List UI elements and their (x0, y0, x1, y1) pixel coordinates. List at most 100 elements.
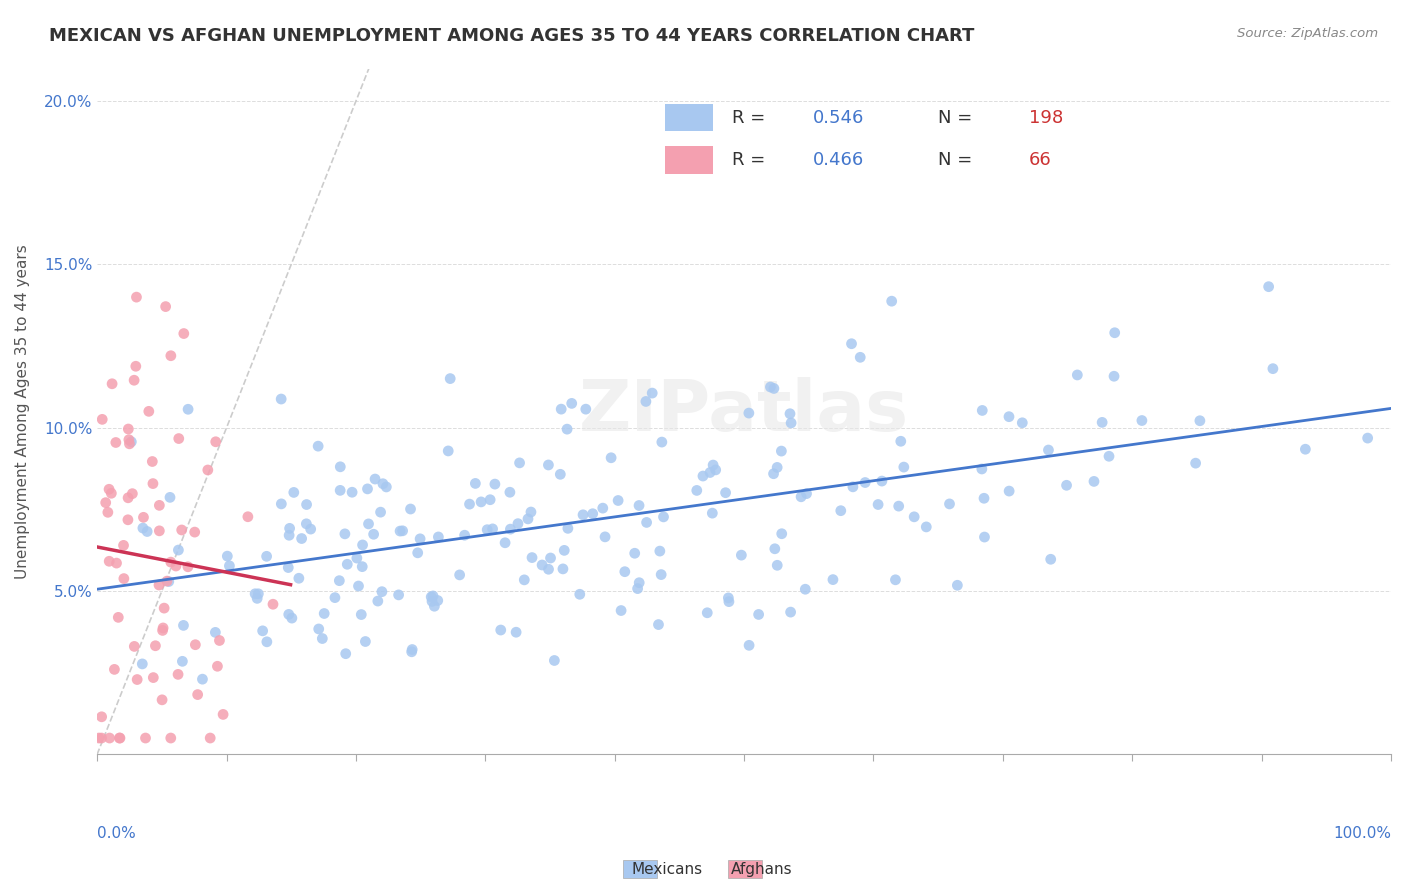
Mexicans (364, 472, 387, 486)
Mexicans (204, 625, 226, 640)
Mexicans (1039, 552, 1062, 566)
Mexicans (531, 558, 554, 572)
Mexicans (557, 521, 579, 535)
Mexicans (252, 624, 274, 638)
Afghans (142, 476, 165, 491)
Mexicans (893, 460, 915, 475)
Afghans (155, 300, 177, 314)
Afghans (117, 422, 139, 436)
Mexicans (762, 467, 785, 481)
Mexicans (136, 524, 159, 539)
Afghans (204, 434, 226, 449)
Mexicans (329, 483, 352, 498)
Mexicans (323, 591, 346, 605)
Mexicans (520, 550, 543, 565)
Mexicans (363, 527, 385, 541)
Mexicans (884, 573, 907, 587)
Mexicans (370, 505, 392, 519)
Mexicans (505, 625, 527, 640)
Mexicans (132, 521, 155, 535)
Mexicans (748, 607, 770, 622)
Mexicans (903, 509, 925, 524)
Afghans (145, 639, 167, 653)
Mexicans (409, 532, 432, 546)
Afghans (160, 349, 183, 363)
Mexicans (938, 497, 960, 511)
Afghans (94, 496, 117, 510)
Afghans (87, 731, 110, 745)
Mexicans (770, 444, 793, 458)
Mexicans (553, 543, 575, 558)
Mexicans (766, 558, 789, 573)
Mexicans (336, 558, 359, 572)
Mexicans (439, 371, 461, 385)
Mexicans (283, 485, 305, 500)
Mexicans (762, 381, 785, 395)
Mexicans (1056, 478, 1078, 492)
Mexicans (401, 642, 423, 657)
Afghans (112, 572, 135, 586)
Afghans (132, 510, 155, 524)
Mexicans (830, 504, 852, 518)
Mexicans (699, 466, 721, 480)
Mexicans (592, 501, 614, 516)
Afghans (124, 640, 146, 654)
Mexicans (506, 516, 529, 531)
Mexicans (692, 469, 714, 483)
Afghans (118, 437, 141, 451)
Mexicans (915, 520, 938, 534)
Mexicans (647, 617, 669, 632)
Mexicans (704, 463, 727, 477)
Mexicans (652, 509, 675, 524)
Mexicans (167, 543, 190, 558)
Afghans (197, 463, 219, 477)
Mexicans (371, 476, 394, 491)
Mexicans (479, 492, 502, 507)
Mexicans (354, 634, 377, 648)
Mexicans (568, 587, 591, 601)
Mexicans (278, 528, 301, 542)
Mexicans (288, 571, 311, 585)
Mexicans (291, 532, 314, 546)
Mexicans (256, 549, 278, 564)
Mexicans (555, 422, 578, 436)
Mexicans (636, 516, 658, 530)
Mexicans (972, 403, 994, 417)
Mexicans (770, 526, 793, 541)
Afghans (138, 404, 160, 418)
Afghans (183, 525, 205, 540)
Mexicans (998, 409, 1021, 424)
Mexicans (766, 460, 789, 475)
FancyBboxPatch shape (728, 860, 762, 878)
Mexicans (551, 562, 574, 576)
Mexicans (779, 605, 801, 619)
Afghans (117, 491, 139, 505)
Mexicans (295, 516, 318, 531)
Mexicans (1188, 414, 1211, 428)
Afghans (148, 499, 170, 513)
Mexicans (1130, 413, 1153, 427)
Mexicans (246, 591, 269, 606)
Mexicans (648, 544, 671, 558)
Mexicans (159, 491, 181, 505)
Text: Afghans: Afghans (731, 863, 793, 877)
Mexicans (763, 541, 786, 556)
Mexicans (499, 522, 522, 536)
Mexicans (841, 336, 863, 351)
Mexicans (779, 407, 801, 421)
Text: Mexicans: Mexicans (631, 863, 703, 877)
Mexicans (973, 530, 995, 544)
Mexicans (420, 590, 443, 604)
Mexicans (350, 607, 373, 622)
Mexicans (172, 654, 194, 668)
Mexicans (494, 535, 516, 549)
Afghans (103, 662, 125, 676)
Afghans (98, 731, 121, 745)
Mexicans (277, 560, 299, 574)
Mexicans (1038, 443, 1060, 458)
Mexicans (314, 607, 336, 621)
Mexicans (738, 406, 761, 420)
Mexicans (696, 606, 718, 620)
Mexicans (243, 587, 266, 601)
Mexicans (821, 573, 844, 587)
